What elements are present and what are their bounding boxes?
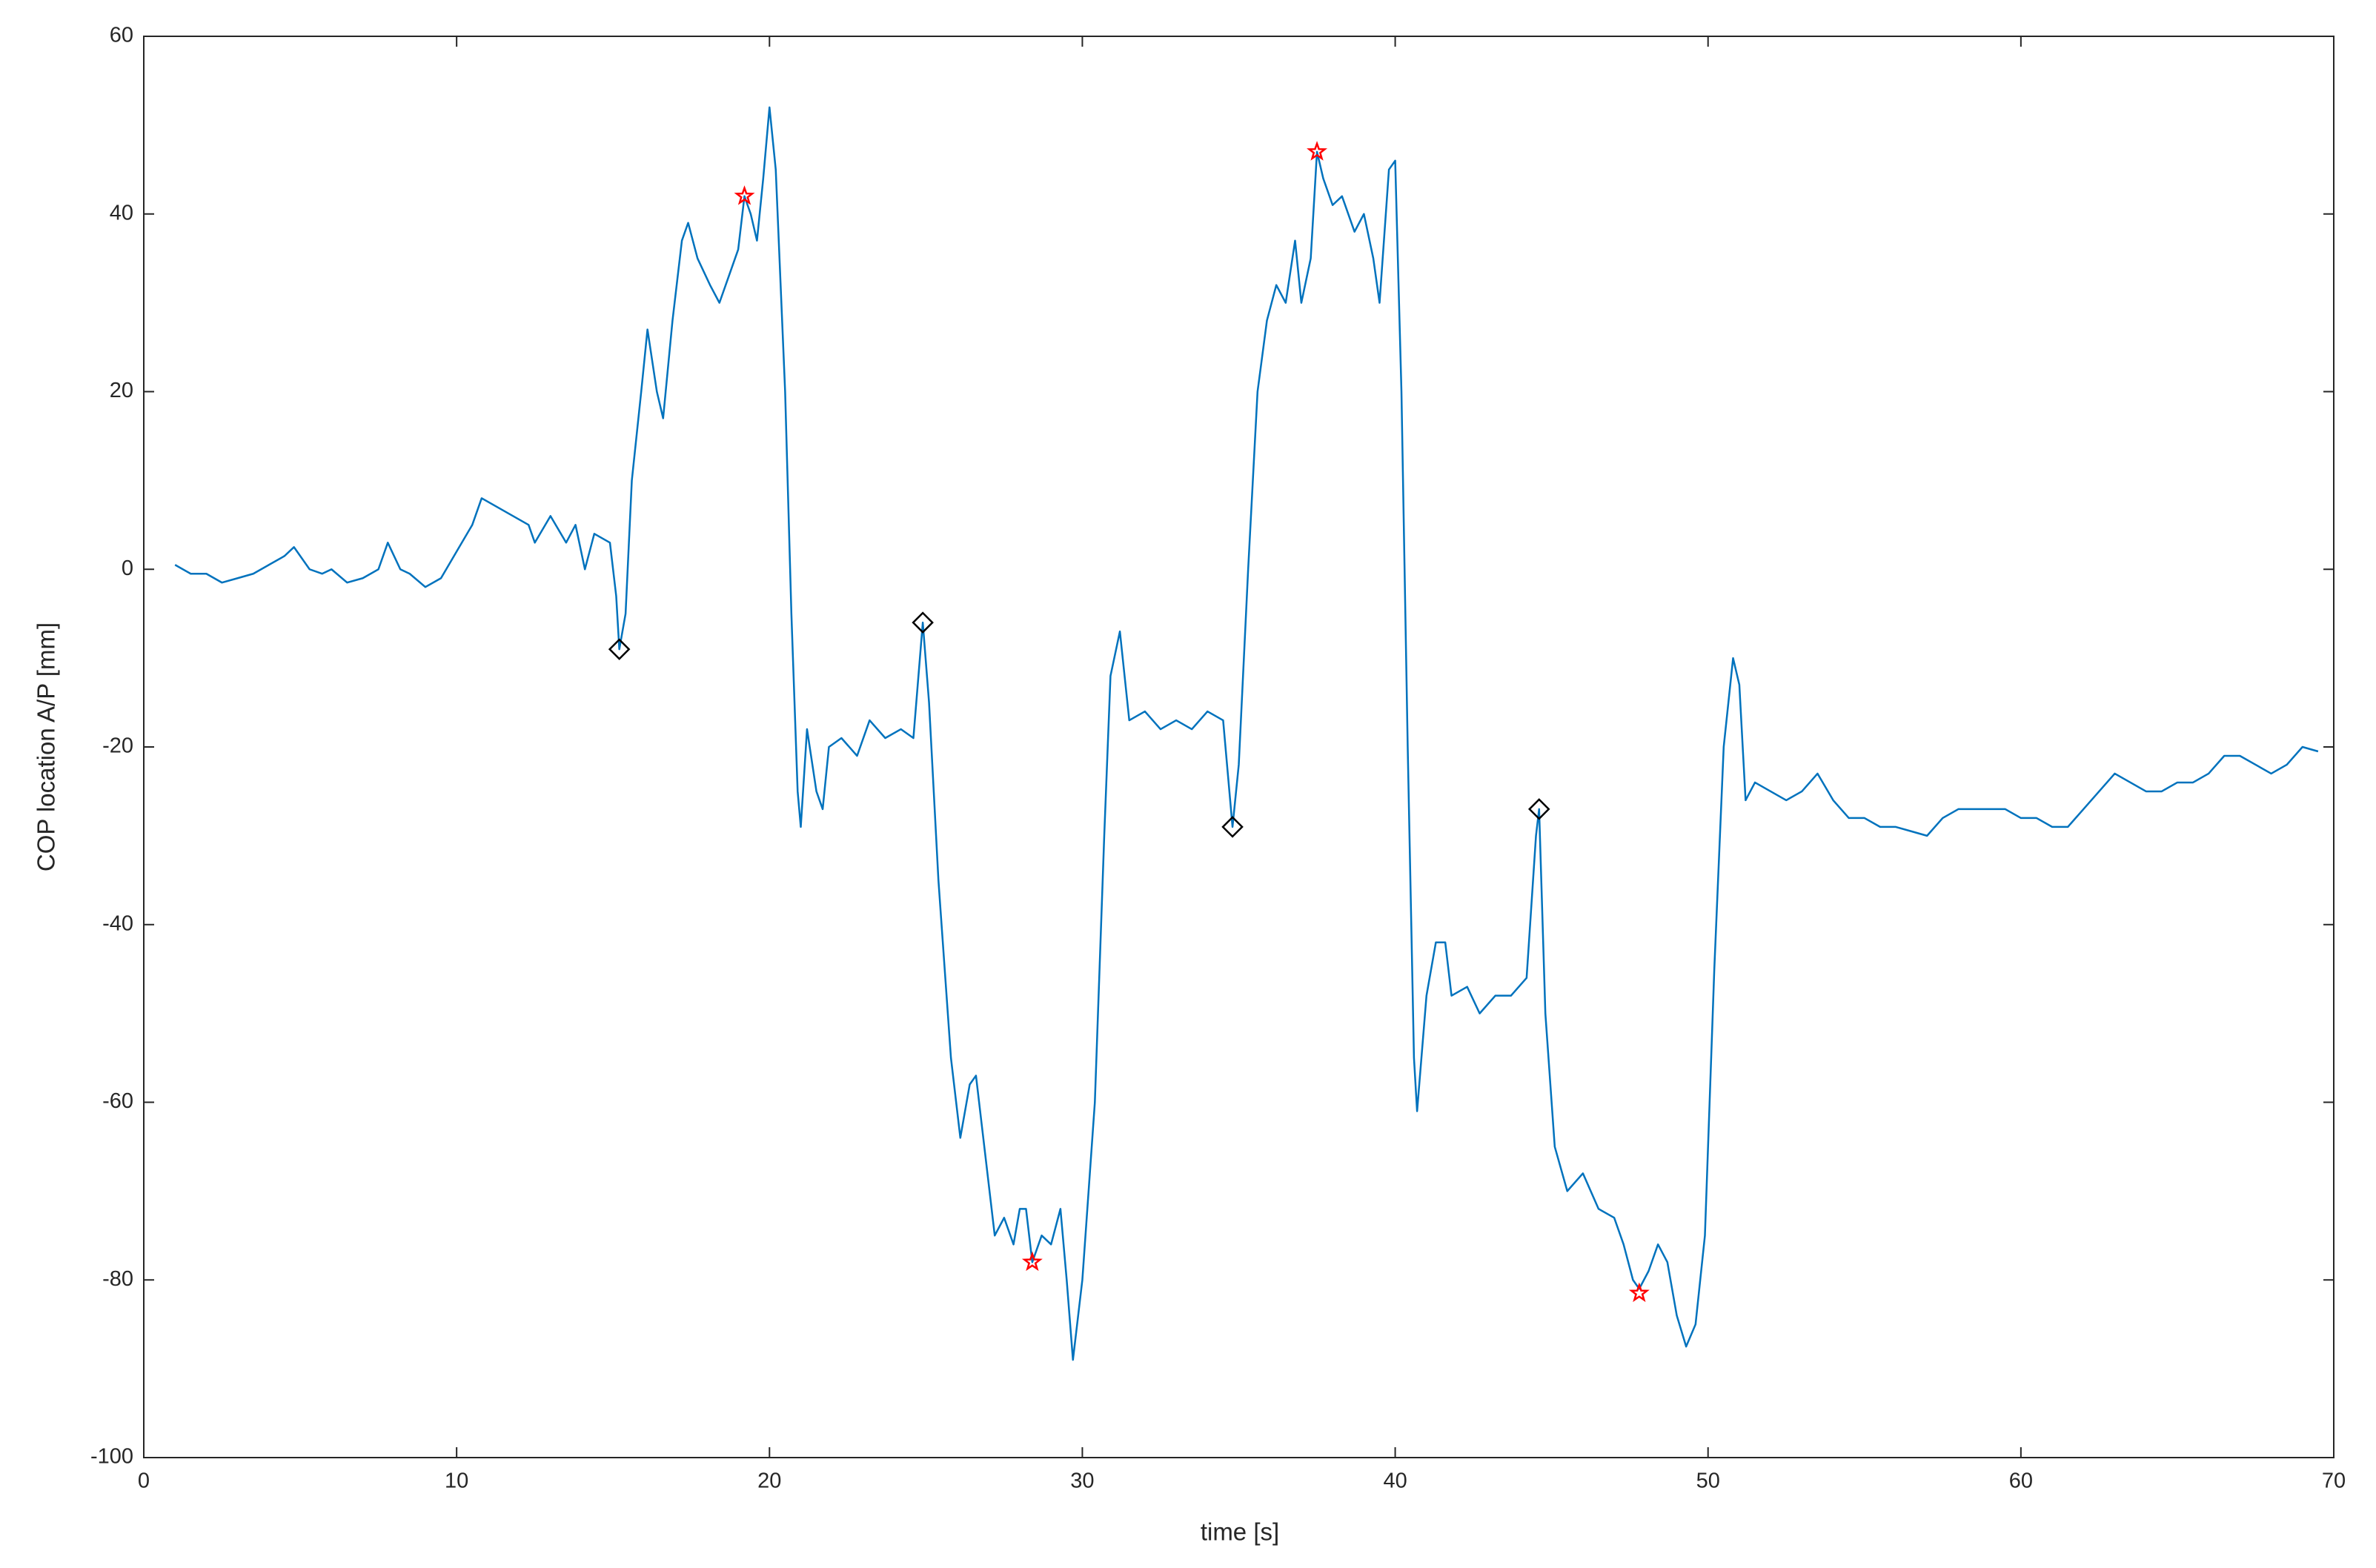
x-tick-label: 40 xyxy=(1383,1469,1407,1493)
x-tick-label: 50 xyxy=(1696,1469,1720,1493)
star-marker xyxy=(1021,1251,1043,1272)
x-tick-label: 60 xyxy=(2009,1469,2033,1493)
y-axis-label: COP location A/P [mm] xyxy=(33,622,60,871)
diamond-marker xyxy=(1221,816,1244,838)
y-tick-label: -20 xyxy=(102,734,133,758)
y-tick-label: 40 xyxy=(110,201,133,225)
x-tick-label: 20 xyxy=(757,1469,781,1493)
x-tick-label: 10 xyxy=(445,1469,468,1493)
diamond-marker xyxy=(1527,798,1550,820)
x-axis-label: time [s] xyxy=(1201,1518,1279,1546)
y-tick-label: 0 xyxy=(122,557,133,580)
y-tick-label: -40 xyxy=(102,911,133,935)
x-tick-label: 30 xyxy=(1070,1469,1094,1493)
y-tick-label: -80 xyxy=(102,1267,133,1291)
data-line xyxy=(174,106,2319,1361)
star-marker xyxy=(1307,141,1328,161)
diamond-marker xyxy=(912,611,934,634)
plot-frame xyxy=(143,36,2334,1458)
star-marker xyxy=(734,185,755,205)
x-tick-label: 0 xyxy=(138,1469,150,1493)
diamond-marker xyxy=(608,638,631,660)
y-tick-label: -60 xyxy=(102,1089,133,1113)
x-tick-label: 70 xyxy=(2322,1469,2346,1493)
y-tick-label: -100 xyxy=(90,1445,133,1469)
star-marker xyxy=(1628,1282,1650,1303)
y-tick-label: 60 xyxy=(110,24,133,47)
y-tick-label: 20 xyxy=(110,379,133,402)
